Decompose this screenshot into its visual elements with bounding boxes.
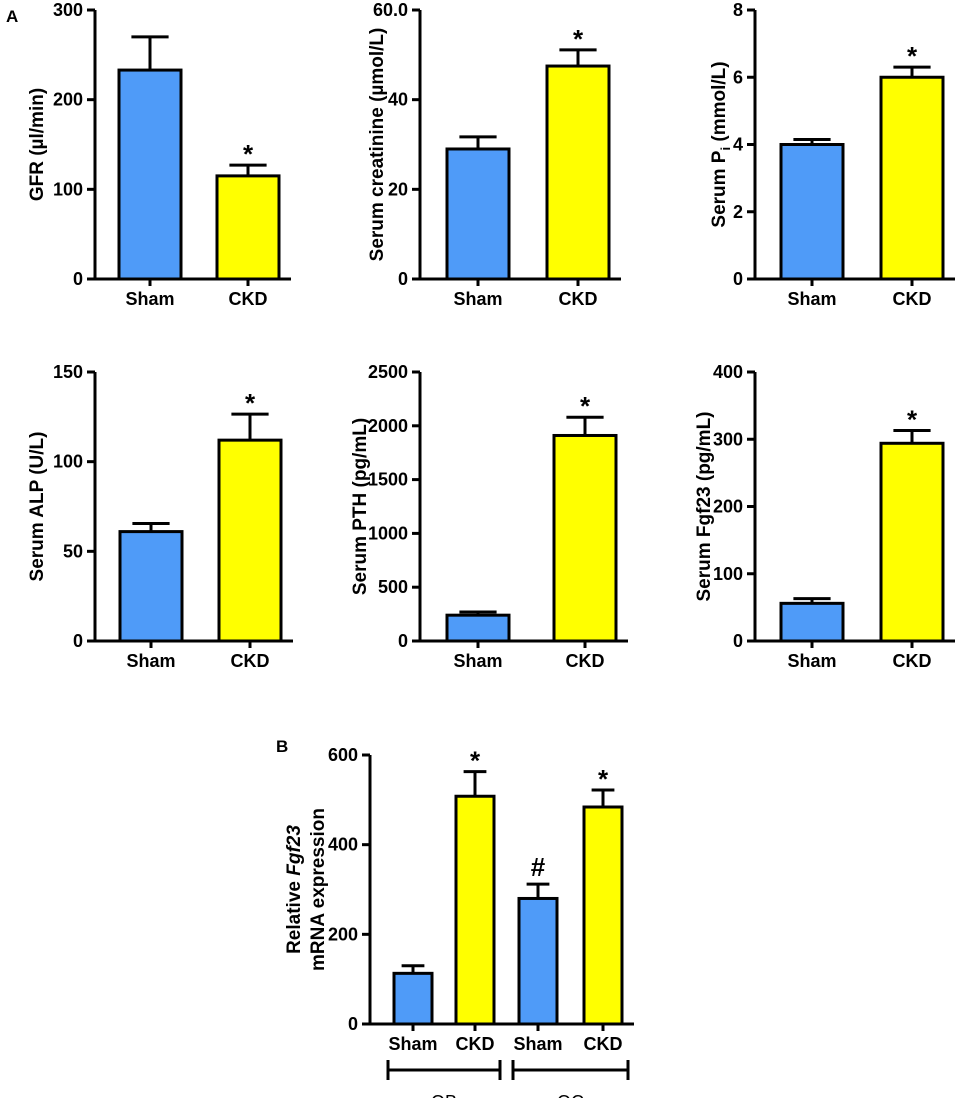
y-axis-label: GFR (µl/min) bbox=[27, 88, 48, 201]
significance-marker: * bbox=[598, 764, 609, 794]
y-tick-label: 8 bbox=[733, 0, 743, 20]
significance-marker: * bbox=[470, 746, 481, 776]
y-tick-label: 400 bbox=[713, 362, 743, 382]
y-tick-label: 600 bbox=[328, 745, 358, 765]
y-tick-label: 60.0 bbox=[373, 0, 408, 20]
bar-sham bbox=[779, 143, 845, 281]
bar-ckd bbox=[454, 794, 496, 1026]
y-tick-label: 2 bbox=[733, 202, 743, 222]
y-axis-label-main: Serum P bbox=[709, 150, 730, 227]
y-tick-label: 200 bbox=[713, 497, 743, 517]
y-tick-label: 300 bbox=[713, 429, 743, 449]
y-tick-label: 100 bbox=[713, 564, 743, 584]
chart-6: Sham * CKD 0 100 200 300 400 Serum Fgf23 (pg/mL) bbox=[694, 362, 955, 671]
y-tick-label: 0 bbox=[398, 269, 408, 289]
category-label: CKD bbox=[584, 1034, 623, 1054]
y-axis-label: Serum Fgf23 (pg/mL) bbox=[694, 411, 715, 601]
category-label: Sham bbox=[453, 651, 502, 671]
category-label: Sham bbox=[126, 651, 175, 671]
y-tick-label: 200 bbox=[53, 90, 83, 110]
y-tick-label: 100 bbox=[53, 452, 83, 472]
y-axis-label: Serum Pi (mmol/L) bbox=[709, 61, 733, 227]
significance-marker: * bbox=[243, 139, 254, 169]
y-tick-label: 0 bbox=[348, 1014, 358, 1034]
y-axis-label-subscript: i bbox=[718, 147, 733, 151]
y-tick-label: 1000 bbox=[368, 523, 408, 543]
significance-marker: * bbox=[907, 41, 918, 71]
y-axis-label: Serum ALP (U/L) bbox=[27, 432, 48, 582]
y-tick-label: 400 bbox=[328, 835, 358, 855]
panel-label-a: A bbox=[6, 7, 18, 26]
y-tick-label: 100 bbox=[53, 179, 83, 199]
bar-ckd bbox=[215, 174, 281, 281]
y-tick-label: 4 bbox=[733, 135, 743, 155]
category-label: Sham bbox=[125, 289, 174, 309]
bar-sham bbox=[117, 68, 183, 281]
y-tick-label: 6 bbox=[733, 67, 743, 87]
bar-sham bbox=[445, 613, 511, 643]
bar-ckd bbox=[582, 805, 624, 1026]
significance-marker: * bbox=[907, 405, 918, 435]
y-axis-label: Relative Fgf23 bbox=[284, 825, 305, 954]
category-label: CKD bbox=[893, 651, 932, 671]
bar-ckd bbox=[879, 75, 945, 281]
category-label: Sham bbox=[787, 651, 836, 671]
significance-marker: * bbox=[245, 388, 256, 418]
y-axis-label: Serum PTH (pg/mL) bbox=[350, 418, 371, 595]
y-axis-label-unit: (mmol/L) bbox=[709, 61, 730, 147]
category-label: CKD bbox=[456, 1034, 495, 1054]
y-tick-label: 2000 bbox=[368, 416, 408, 436]
bar-ckd bbox=[552, 433, 618, 643]
group-label: OB bbox=[431, 1092, 457, 1098]
y-tick-label: 150 bbox=[53, 362, 83, 382]
y-tick-label: 0 bbox=[73, 631, 83, 651]
y-tick-label: 40 bbox=[388, 90, 408, 110]
y-axis-label-gene: Fgf23 bbox=[284, 825, 305, 876]
significance-marker: # bbox=[531, 852, 546, 882]
y-tick-label: 0 bbox=[733, 269, 743, 289]
y-tick-label: 20 bbox=[388, 179, 408, 199]
category-label: CKD bbox=[229, 289, 268, 309]
category-label: Sham bbox=[453, 289, 502, 309]
bar-sham bbox=[118, 530, 184, 643]
y-tick-label: 0 bbox=[733, 631, 743, 651]
y-axis-label-prefix: Relative bbox=[284, 876, 305, 954]
group-label: OC bbox=[557, 1092, 584, 1098]
y-tick-label: 0 bbox=[73, 269, 83, 289]
y-tick-label: 500 bbox=[378, 577, 408, 597]
significance-marker: * bbox=[580, 391, 591, 421]
category-label: CKD bbox=[566, 651, 605, 671]
category-label: CKD bbox=[559, 289, 598, 309]
chart-2: Sham * CKD 0 20 40 60.0 Serum creatinine (µmol/… bbox=[367, 0, 621, 309]
category-label: CKD bbox=[231, 651, 270, 671]
y-tick-label: 2500 bbox=[368, 362, 408, 382]
significance-marker: * bbox=[573, 24, 584, 54]
category-label: Sham bbox=[787, 289, 836, 309]
y-tick-label: 1500 bbox=[368, 470, 408, 490]
panel-label-b: B bbox=[276, 737, 288, 756]
chart-4: Sham * CKD 0 50 100 150 Serum ALP (U/L) bbox=[27, 362, 293, 671]
bar-ckd bbox=[217, 438, 283, 643]
category-label: CKD bbox=[893, 289, 932, 309]
y-tick-label: 300 bbox=[53, 0, 83, 20]
bar-sham bbox=[517, 896, 559, 1026]
bar-sham bbox=[779, 601, 845, 643]
y-tick-label: 200 bbox=[328, 924, 358, 944]
chart-1: Sham * CKD 0 100 200 300 GFR (µl/min) bbox=[27, 0, 291, 309]
chart-5: Sham * CKD 0 500 1000 1500 2000 2500 Serum PTH (p… bbox=[350, 362, 628, 671]
y-axis-label-line2: mRNA expression bbox=[308, 808, 329, 971]
chart-7: Sham * CKD # Sham * CKD 0 200 400 600 Relative Fgf2… bbox=[284, 745, 634, 1098]
chart-3: Sham * CKD 0 2 4 6 8 Serum Pi (mmol/L) bbox=[709, 0, 955, 309]
bar-sham bbox=[445, 147, 511, 281]
category-label: Sham bbox=[388, 1034, 437, 1054]
y-tick-label: 50 bbox=[63, 541, 83, 561]
bar-sham bbox=[392, 971, 434, 1026]
y-axis-label: Serum creatinine (µmol/L) bbox=[367, 28, 388, 262]
bar-ckd bbox=[545, 64, 611, 281]
category-label: Sham bbox=[513, 1034, 562, 1054]
bar-ckd bbox=[879, 441, 945, 643]
y-tick-label: 0 bbox=[398, 631, 408, 651]
